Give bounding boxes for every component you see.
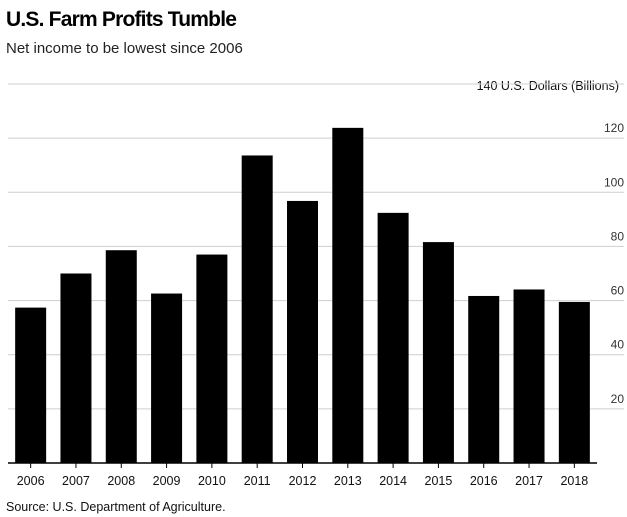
bar-2013 xyxy=(332,127,364,463)
x-tick-label: 2013 xyxy=(334,474,362,488)
unit-top-tick: 140 xyxy=(476,79,498,93)
x-tick-label: 2009 xyxy=(153,474,181,488)
y-tick-label: 60 xyxy=(611,284,625,298)
x-tick-label: 2018 xyxy=(560,474,588,488)
bar-2006 xyxy=(15,307,47,463)
y-tick-label: 100 xyxy=(604,175,624,189)
unit-label: 140 U.S. Dollars (Billions) xyxy=(477,79,619,93)
chart-title: U.S. Farm Profits Tumble xyxy=(6,8,237,31)
x-tick-label: 2006 xyxy=(17,474,45,488)
y-tick-label: 80 xyxy=(611,229,625,243)
bar-2016 xyxy=(468,295,500,463)
bar-2008 xyxy=(105,250,137,463)
chart-subtitle: Net income to be lowest since 2006 xyxy=(6,40,243,57)
x-tick-label: 2017 xyxy=(515,474,543,488)
y-tick-label: 40 xyxy=(611,338,625,352)
source-note: Source: U.S. Department of Agriculture. xyxy=(6,500,226,514)
x-tick-label: 2011 xyxy=(244,474,271,488)
bar-2011 xyxy=(241,155,273,463)
bar-2012 xyxy=(287,200,318,463)
x-tick-label: 2008 xyxy=(107,474,135,488)
y-axis-ticks: 20 40 60 80 100 120 xyxy=(604,121,624,406)
x-tick-label: 2010 xyxy=(198,474,226,488)
bar-2017 xyxy=(513,289,545,463)
bar-2014 xyxy=(377,212,409,463)
x-tick-label: 2015 xyxy=(425,474,453,488)
bar-2007 xyxy=(60,273,92,463)
x-tick-label: 2012 xyxy=(289,474,317,488)
unit-text: U.S. Dollars (Billions) xyxy=(500,79,619,93)
y-tick-label: 120 xyxy=(604,121,624,135)
y-tick-label: 20 xyxy=(611,392,625,406)
bar-2009 xyxy=(151,293,183,463)
x-tick-label: 2014 xyxy=(379,474,407,488)
bar-2018 xyxy=(558,301,590,463)
bars xyxy=(15,127,590,463)
x-tick-label: 2007 xyxy=(62,474,90,488)
x-tick-label: 2016 xyxy=(470,474,498,488)
x-axis: 2006 2007 2008 2009 2010 2011 2012 2013 2014 2015… xyxy=(8,462,597,488)
bar-2010 xyxy=(196,254,228,463)
bar-2015 xyxy=(422,242,454,463)
